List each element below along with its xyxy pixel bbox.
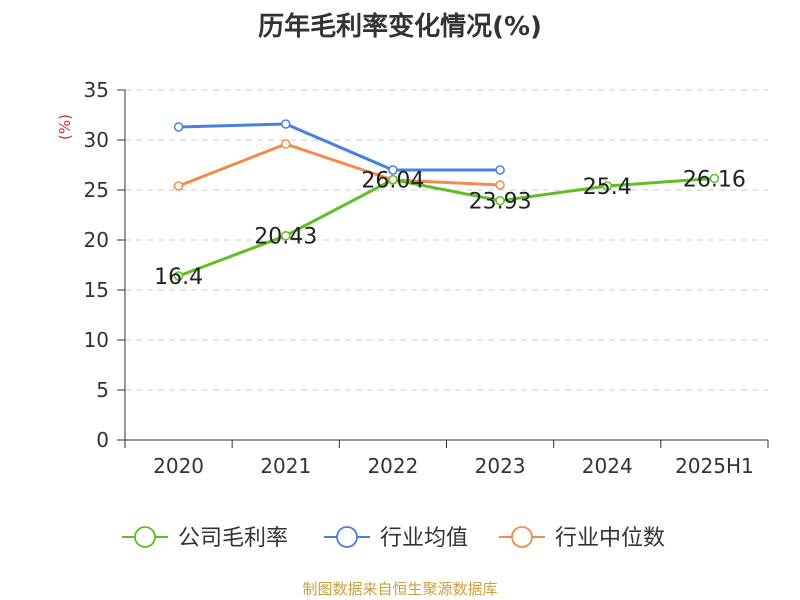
series-line xyxy=(178,122,501,172)
grid-lines xyxy=(125,89,768,391)
legend: 公司毛利率 行业均值 行业中位数 xyxy=(122,526,665,551)
legend-item: 行业均值 xyxy=(324,526,468,551)
legend-marker xyxy=(134,526,156,548)
x-tick-label: 2023 xyxy=(475,454,526,478)
data-label: 20.43 xyxy=(254,225,317,250)
series-line xyxy=(178,176,715,278)
y-tick-labels: 0 5 10 15 20 25 30 35 xyxy=(84,78,109,452)
y-tick-label: 30 xyxy=(84,128,109,152)
series-line xyxy=(178,142,501,188)
y-tick-label: 15 xyxy=(84,278,109,302)
data-point xyxy=(388,165,398,175)
series-lines xyxy=(173,119,720,281)
data-point xyxy=(495,180,505,190)
data-label: 16.4 xyxy=(154,265,203,290)
x-tick-label: 2025H1 xyxy=(675,454,754,478)
x-tick-label: 2024 xyxy=(582,454,633,478)
legend-label: 公司毛利率 xyxy=(178,526,288,551)
y-axis-label: (%) xyxy=(56,114,74,140)
x-tick-labels: 2020 2021 2022 2023 2024 2025H1 xyxy=(153,454,754,478)
data-point xyxy=(173,271,184,281)
legend-label: 行业均值 xyxy=(380,526,468,551)
data-point xyxy=(281,139,291,149)
data-label: 26.04 xyxy=(361,169,424,194)
data-labels: 16.4 20.43 26.04 23.93 25.4 26.16 xyxy=(154,167,746,290)
source-note: 制图数据来自恒生聚源数据库 xyxy=(302,580,498,598)
y-tick-label: 0 xyxy=(96,428,109,452)
data-label: 23.93 xyxy=(469,190,532,215)
data-point xyxy=(602,181,612,191)
legend-item: 公司毛利率 xyxy=(122,526,288,551)
legend-marker xyxy=(336,526,358,548)
legend-marker xyxy=(511,526,533,548)
legend-item: 行业中位数 xyxy=(499,526,665,551)
axes xyxy=(117,89,769,448)
series-1 xyxy=(173,173,720,281)
data-point xyxy=(281,230,291,241)
data-label: 25.4 xyxy=(583,175,632,200)
y-tick-label: 20 xyxy=(84,228,109,252)
data-label: 26.16 xyxy=(683,167,746,192)
data-point xyxy=(281,119,291,129)
series-2 xyxy=(173,119,505,175)
x-tick-label: 2021 xyxy=(260,454,311,478)
data-point xyxy=(709,173,720,184)
x-tick-label: 2020 xyxy=(153,454,204,478)
data-point xyxy=(173,181,184,191)
chart-title: 历年毛利率变化情况(%) xyxy=(258,12,542,42)
data-point xyxy=(495,195,505,206)
y-tick-label: 35 xyxy=(84,78,109,102)
legend-label: 行业中位数 xyxy=(555,526,665,551)
x-tick-label: 2022 xyxy=(367,454,418,478)
data-point xyxy=(173,122,184,132)
y-tick-label: 10 xyxy=(84,328,109,352)
data-point xyxy=(495,165,505,175)
y-tick-label: 25 xyxy=(84,178,109,202)
data-point xyxy=(388,174,398,185)
y-tick-label: 5 xyxy=(96,378,109,402)
